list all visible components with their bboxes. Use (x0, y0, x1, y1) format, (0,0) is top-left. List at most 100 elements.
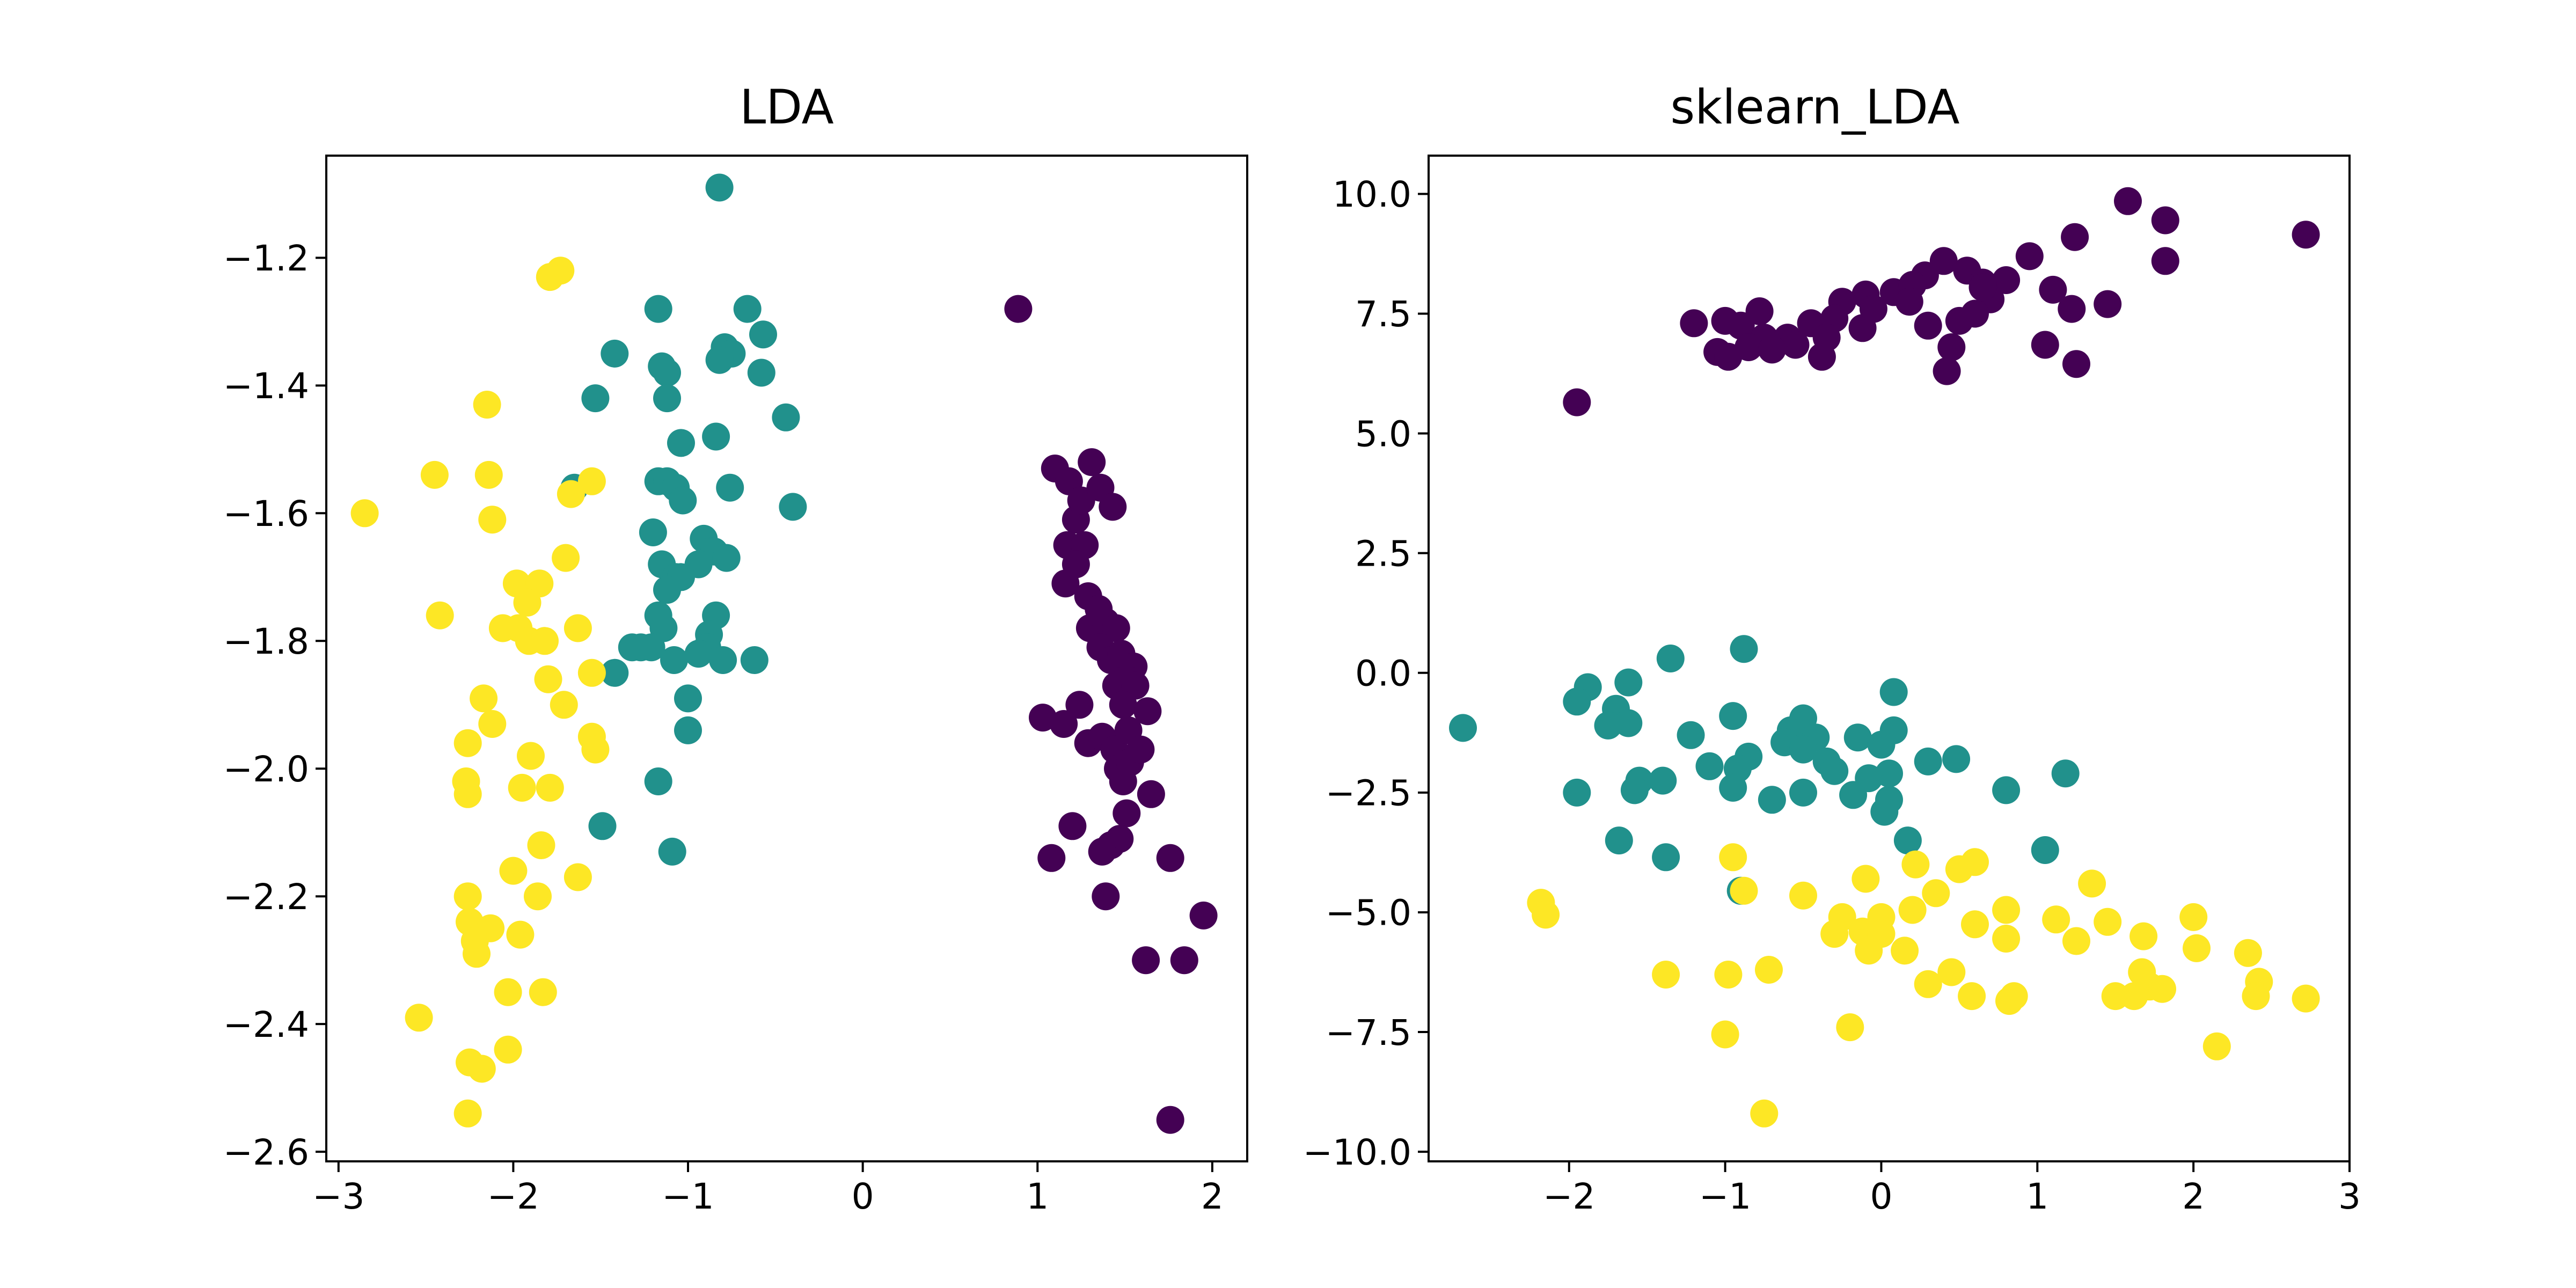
sklearn-lda-point-class1-19 (1789, 735, 1817, 764)
lda-point-class2-22 (550, 691, 578, 719)
lda-point-class1-44 (660, 646, 688, 674)
lda-point-class2-23 (478, 710, 507, 738)
sklearn-lda-point-class1-38 (1992, 776, 2021, 804)
sklearn-lda-point-class0-4 (2151, 247, 2179, 275)
lda-point-class2-8 (557, 480, 585, 508)
sklearn-lda-point-class0-41 (1563, 388, 1591, 416)
sklearn-lda-point-class2-18 (2042, 905, 2070, 934)
lda-point-class1-32 (653, 576, 681, 604)
lda-ytick-label: −2.2 (223, 876, 309, 918)
lda-point-class0-6 (1078, 448, 1106, 477)
lda-points (350, 173, 1218, 1134)
lda-ytick-label: −1.6 (223, 493, 309, 535)
sklearn-lda-point-class1-8 (1449, 714, 1477, 742)
lda-point-class0-39 (1058, 812, 1087, 840)
sklearn-lda-point-class2-31 (1937, 958, 1966, 986)
lda-point-class1-15 (667, 429, 695, 457)
sklearn-lda-point-class2-20 (2062, 927, 2090, 955)
lda-xtick-label: 2 (1201, 1176, 1224, 1217)
lda-point-class1-38 (618, 633, 646, 662)
sklearn-lda-point-class2-27 (1652, 961, 1680, 989)
sklearn-lda-point-class2-2 (1719, 843, 1747, 872)
lda-xtick-label: −3 (312, 1176, 364, 1217)
lda-point-class2-41 (463, 940, 491, 968)
sklearn-lda-point-class2-16 (1898, 896, 1927, 924)
sklearn-lda-point-class1-24 (1695, 752, 1724, 780)
lda-point-class0-11 (1062, 550, 1090, 579)
lda-point-class2-20 (534, 665, 562, 693)
lda-point-class1-46 (674, 684, 702, 713)
sklearn-lda-point-class0-34 (1714, 342, 1743, 371)
sklearn-lda-panel: sklearn_LDA −2 −1 0 1 2 3 −10.0 −7.5 −5.0 −2.5 0.… (1303, 79, 2361, 1217)
sklearn-lda-point-class0-7 (1992, 266, 2021, 294)
lda-point-class1-40 (637, 633, 665, 662)
sklearn-lda-point-class2-25 (1755, 956, 1783, 984)
sklearn-lda-point-class2-26 (1714, 961, 1743, 989)
lda-point-class1-5 (601, 339, 629, 368)
sklearn-lda-point-class2-46 (1836, 1013, 1864, 1042)
lda-point-class1-12 (581, 384, 610, 413)
lda-point-class1-41 (684, 640, 713, 668)
lda-ytick-label: −2.4 (223, 1004, 309, 1045)
lda-point-class2-13 (426, 601, 454, 630)
sklearn-lda-point-class0-12 (2039, 275, 2067, 304)
lda-point-class2-39 (506, 920, 535, 949)
lda-ytick-label: −2.6 (223, 1132, 309, 1173)
lda-point-class0-0 (1004, 295, 1033, 323)
lda-ytick-label: −1.2 (223, 238, 309, 279)
lda-point-class1-19 (716, 473, 744, 502)
sklearn-lda-point-class1-44 (2031, 836, 2059, 864)
sklearn-lda-point-class2-41 (2234, 939, 2262, 967)
lda-x-axis: −3 −2 −1 0 1 2 (312, 1161, 1224, 1217)
lda-point-class1-45 (601, 658, 629, 687)
sklearn-lda-point-class1-14 (1879, 678, 1908, 706)
sklearn-lda-point-class2-23 (1992, 925, 2021, 953)
lda-point-class2-14 (564, 614, 592, 642)
sklearn-lda-point-class2-10 (2078, 869, 2106, 898)
lda-xtick-label: −2 (487, 1176, 539, 1217)
lda-plot-frame (325, 155, 1248, 1162)
lda-point-class0-48 (1170, 946, 1198, 975)
sklearn-lda-plot-frame (1428, 155, 2351, 1162)
lda-point-class1-7 (705, 346, 734, 374)
sklearn-lda-point-class0-1 (2151, 206, 2179, 235)
sklearn-lda-point-class1-17 (1843, 723, 1872, 752)
sklearn-lda-ytick-label: −7.5 (1326, 1012, 1411, 1053)
lda-point-class0-36 (1109, 767, 1137, 795)
lda-point-class2-26 (581, 735, 610, 764)
sklearn-lda-point-class2-34 (2000, 982, 2028, 1011)
sklearn-lda-point-class1-9 (1677, 721, 1705, 749)
sklearn-lda-point-class1-29 (1789, 778, 1817, 807)
sklearn-lda-point-class0-0 (2114, 187, 2142, 215)
sklearn-lda-point-class1-42 (1652, 843, 1680, 872)
sklearn-lda-point-class2-43 (2242, 982, 2270, 1011)
sklearn-lda-point-class1-28 (1719, 773, 1747, 802)
lda-point-class0-47 (1132, 946, 1160, 975)
sklearn-lda-title: sklearn_LDA (1670, 79, 1959, 135)
lda-point-class2-2 (473, 391, 501, 419)
sklearn-lda-point-class2-12 (1820, 920, 1849, 948)
sklearn-lda-point-class1-37 (1942, 745, 1971, 773)
sklearn-lda-point-class0-24 (1848, 314, 1877, 342)
sklearn-lda-xtick-label: 0 (1870, 1176, 1892, 1217)
lda-point-class2-36 (524, 882, 552, 911)
sklearn-lda-point-class0-3 (2061, 223, 2089, 251)
lda-point-class1-9 (653, 358, 681, 387)
sklearn-lda-point-class0-45 (1968, 273, 1997, 302)
lda-title: LDA (740, 79, 833, 135)
lda-y-axis: −2.6 −2.4 −2.2 −2.0 −1.8 −1.6 −1.4 −1.2 (223, 238, 326, 1173)
lda-ytick-label: −1.4 (223, 365, 309, 407)
lda-point-class1-0 (705, 173, 734, 202)
sklearn-lda-x-axis: −2 −1 0 1 2 3 (1543, 1161, 2361, 1217)
lda-point-class0-25 (1133, 697, 1162, 726)
sklearn-lda-point-class0-28 (1726, 311, 1755, 340)
lda-point-class1-49 (588, 812, 617, 840)
sklearn-lda-point-class0-2 (2292, 221, 2320, 249)
lda-point-class1-42 (709, 646, 737, 674)
sklearn-lda-point-class2-48 (1750, 1099, 1779, 1128)
sklearn-lda-point-class0-35 (1758, 335, 1786, 364)
sklearn-lda-point-class2-17 (1992, 896, 2021, 924)
lda-point-class1-27 (712, 544, 741, 572)
lda-point-class2-34 (499, 857, 528, 885)
lda-point-class2-21 (470, 684, 498, 713)
